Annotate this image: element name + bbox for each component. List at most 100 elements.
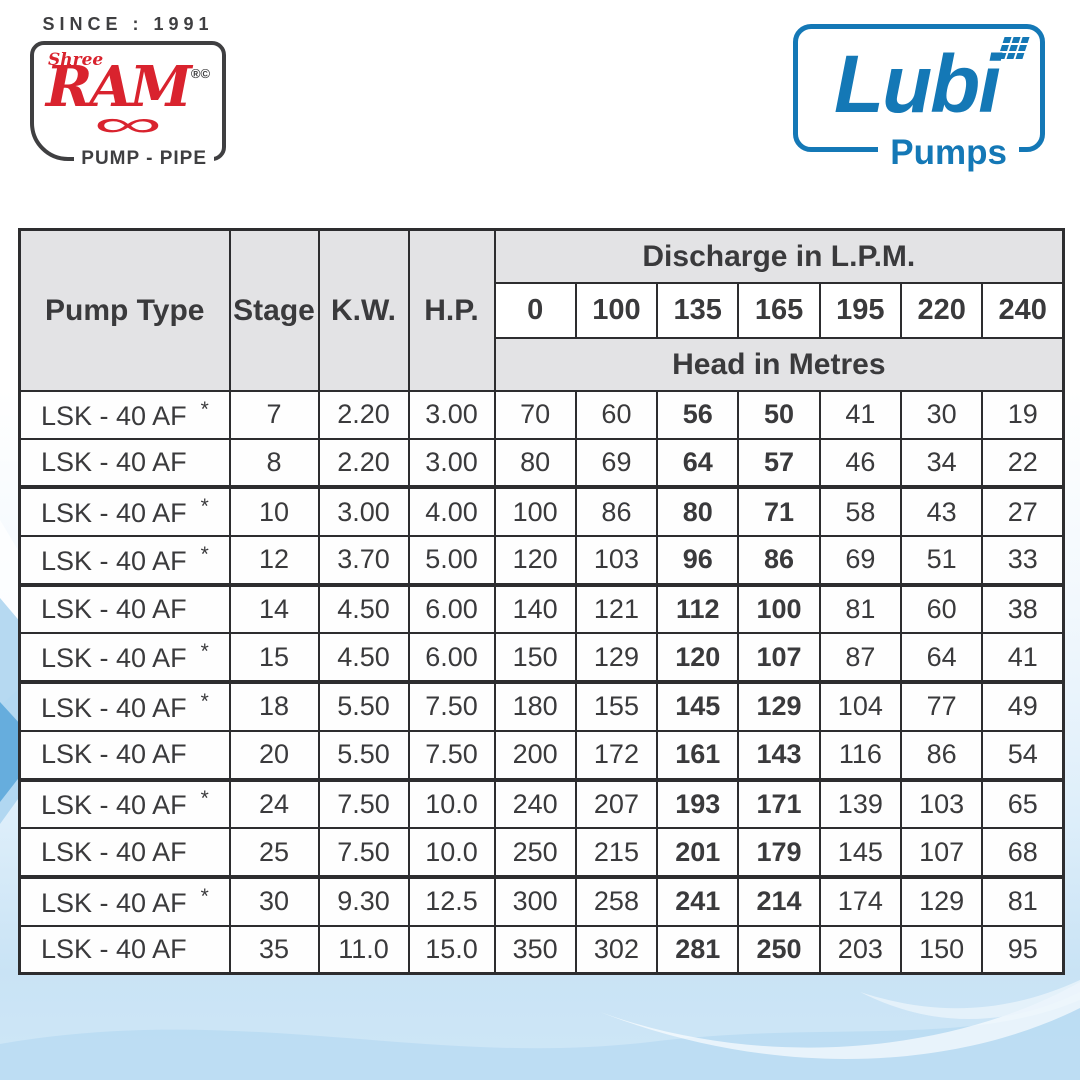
pump-type-label: LSK - 40 AF [41,836,187,867]
pump-type-label: LSK - 40 AF [41,400,187,431]
pump-type-label: LSK - 40 AF [41,447,187,478]
discharge-col-135: 135 [656,282,740,339]
head-value-cell: 86 [737,535,821,586]
table-row: LSK - 40 AF 20 5.50 7.50 200 172 161 143 116 86 54 [18,729,1065,781]
table-row: LSK - 40 AF * 24 7.50 10.0 240 207 193 171 139 103… [18,777,1065,830]
head-value-cell: 38 [981,582,1065,635]
pump-type-cell: LSK - 40 AF * [18,632,231,684]
pump-type-cell: LSK - 40 AF * [18,874,231,927]
table-row: LSK - 40 AF * 10 3.00 4.00 100 86 80 71 58 43 27 [18,485,1065,538]
head-value-cell: 107 [899,827,984,878]
head-value-cell: 87 [818,632,902,684]
registered-copyright-marks: ®© [190,66,211,81]
head-value-cell: 60 [574,390,659,440]
head-value-cell: 350 [493,924,577,975]
head-value-cell: 41 [818,390,902,440]
hp-cell: 3.00 [407,390,496,440]
head-value-cell: 103 [899,777,984,830]
head-value-cell: 27 [981,485,1065,538]
kw-cell: 5.50 [317,729,410,781]
head-value-cell: 64 [899,632,984,684]
head-value-cell: 200 [493,729,577,781]
hp-cell: 15.0 [407,924,496,975]
pump-spec-table: Pump Type Stage K.W. H.P. Discharge in L… [18,228,1066,976]
ram-brand-text: RAM [45,54,192,120]
head-value-cell: 179 [737,827,821,878]
pump-type-cell: LSK - 40 AF * [18,485,231,538]
head-value-cell: 80 [656,485,740,538]
head-value-cell: 51 [899,535,984,586]
infinity-flourish-icon: ∞ [93,103,163,144]
head-value-cell: 139 [818,777,902,830]
head-value-cell: 77 [899,680,984,732]
lubi-pumps-logo: Lubi Pumps [793,24,1045,173]
discharge-col-100: 100 [574,282,659,339]
stage-cell: 8 [228,437,320,489]
head-value-cell: 207 [574,777,659,830]
kw-cell: 5.50 [317,680,410,732]
pump-type-label: LSK - 40 AF [41,692,187,723]
pump-type-label: LSK - 40 AF [41,887,187,918]
head-value-cell: 120 [493,535,577,586]
head-value-cell: 172 [574,729,659,781]
pixel-grid-icon [997,37,1030,59]
asterisk-mark: * [200,640,209,664]
header-hp: H.P. [407,228,496,392]
pump-type-label: LSK - 40 AF [41,594,187,625]
discharge-col-0: 0 [493,282,577,339]
table-row: LSK - 40 AF * 7 2.20 3.00 70 60 56 50 41 30 19 [18,390,1065,440]
hp-cell: 6.00 [407,632,496,684]
head-value-cell: 58 [818,485,902,538]
head-value-cell: 155 [574,680,659,732]
header-discharge-title: Discharge in L.P.M. [493,228,1065,284]
asterisk-mark: * [200,787,209,811]
hp-cell: 4.00 [407,485,496,538]
stage-cell: 7 [228,390,320,440]
pump-type-cell: LSK - 40 AF * [18,390,231,440]
head-value-cell: 100 [737,582,821,635]
head-value-cell: 116 [818,729,902,781]
head-value-cell: 49 [981,680,1065,732]
stage-cell: 20 [228,729,320,781]
head-value-cell: 70 [493,390,577,440]
hp-cell: 6.00 [407,582,496,635]
stage-cell: 10 [228,485,320,538]
stage-cell: 18 [228,680,320,732]
head-value-cell: 150 [899,924,984,975]
stage-cell: 35 [228,924,320,975]
head-value-cell: 50 [737,390,821,440]
head-value-cell: 214 [737,874,821,927]
head-value-cell: 64 [656,437,740,489]
kw-cell: 7.50 [317,827,410,878]
discharge-col-220: 220 [899,282,984,339]
head-value-cell: 81 [818,582,902,635]
head-value-cell: 103 [574,535,659,586]
table-row: LSK - 40 AF * 15 4.50 6.00 150 129 120 107 87 64 41 [18,632,1065,684]
head-value-cell: 30 [899,390,984,440]
asterisk-mark: * [200,397,209,421]
head-value-cell: 121 [574,582,659,635]
discharge-col-240: 240 [981,282,1065,339]
head-value-cell: 54 [981,729,1065,781]
shree-text: Shree [48,50,104,70]
head-value-cell: 161 [656,729,740,781]
head-value-cell: 201 [656,827,740,878]
kw-cell: 2.20 [317,437,410,489]
head-value-cell: 86 [574,485,659,538]
hp-cell: 10.0 [407,827,496,878]
head-value-cell: 65 [981,777,1065,830]
kw-cell: 7.50 [317,777,410,830]
pump-type-cell: LSK - 40 AF [18,582,231,635]
pump-type-label: LSK - 40 AF [41,739,187,770]
head-value-cell: 22 [981,437,1065,489]
stage-cell: 25 [228,827,320,878]
kw-cell: 2.20 [317,390,410,440]
table-row: LSK - 40 AF 35 11.0 15.0 350 302 281 250 203 150 9… [18,924,1065,975]
head-value-cell: 120 [656,632,740,684]
lubi-brand-text: Lubi [834,39,1001,130]
header-pump-type: Pump Type [18,228,231,392]
head-value-cell: 140 [493,582,577,635]
head-value-cell: 86 [899,729,984,781]
head-value-cell: 43 [899,485,984,538]
